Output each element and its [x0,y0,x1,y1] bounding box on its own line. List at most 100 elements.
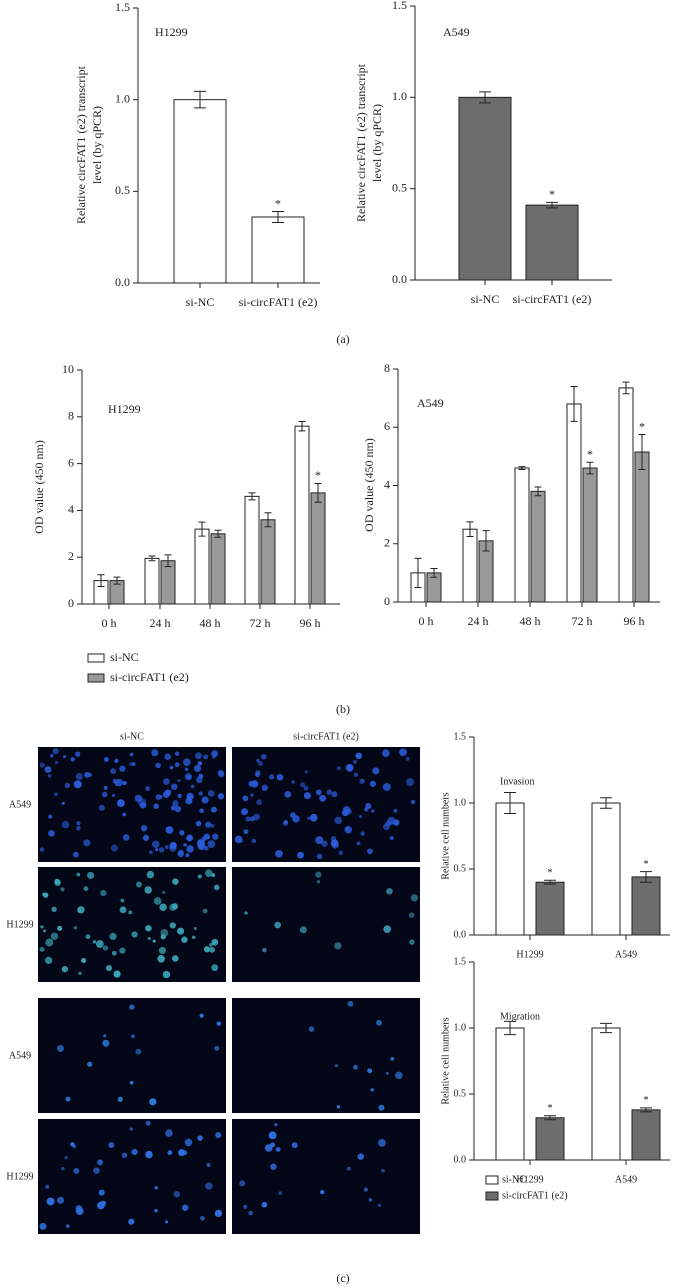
cell [78,971,82,976]
cell [369,780,376,787]
y-axis-label: Relative circFAT1 (e2) transcript [354,63,368,222]
cell [284,790,292,798]
cell [275,849,283,858]
cell [244,911,248,915]
y-tick-label: 8 [68,409,74,423]
cell [119,947,126,954]
cell [382,823,390,831]
error-bar [430,568,438,578]
cell [303,785,309,791]
cell [102,945,109,951]
error-bar [570,385,578,422]
cell [406,778,415,787]
row-label: A549 [9,799,31,810]
cell [199,808,205,814]
y-tick-label: 0.5 [392,180,407,194]
micrograph [232,867,420,982]
cell [346,1166,351,1171]
cell [48,814,53,819]
column-label: si-circFAT1 (e2) [293,731,359,742]
cell [164,845,169,850]
cell [177,778,181,782]
cell [104,757,109,762]
cell [148,850,153,855]
cell [101,791,108,798]
x-tick-label: si-NC [471,292,500,306]
error-bar [264,512,272,528]
cell [114,758,119,763]
cell [83,886,89,892]
cell [195,820,202,827]
cell [197,874,203,879]
cell [144,886,152,894]
cell [129,752,134,757]
cell [77,906,85,914]
y-tick-label: 1.5 [454,731,467,742]
cell [46,1197,55,1206]
cell [245,816,251,822]
error-bar [586,461,594,475]
cell [291,780,295,784]
cell [262,947,267,953]
y-tick-label: 1.0 [454,1022,467,1033]
cell [297,851,304,859]
cell [206,1163,211,1168]
error-bar [466,521,474,537]
column-label: si-NC [120,731,144,742]
cell [66,1224,70,1228]
row-label: H1299 [6,919,33,930]
bar [566,403,582,603]
cell [367,1068,373,1074]
cell [154,1186,158,1190]
cell [382,749,390,757]
cell [98,804,105,811]
cell [173,1191,181,1198]
legend-swatch [87,653,105,663]
cell [299,926,307,934]
significance: * [315,468,321,482]
bar [244,495,260,605]
cell [131,762,136,767]
cell [336,766,341,771]
cell [278,1191,282,1195]
cell [211,964,219,972]
cell [120,898,125,903]
cell [200,1215,205,1221]
cell [76,872,81,877]
micrograph [38,998,226,1113]
significance: * [549,187,555,201]
cell [72,851,79,858]
cell [308,1026,315,1032]
x-tick-label: 96 h [300,616,321,630]
y-tick-label: 2 [68,549,74,563]
cell [61,820,70,829]
cell [169,922,176,929]
y-tick-label: 1.0 [392,89,407,103]
significance: * [639,419,645,433]
cell [145,925,152,932]
error-bar [198,521,206,537]
cell [177,793,182,799]
cell [57,925,63,931]
cell [158,946,166,954]
cell [39,847,45,852]
cell [261,753,267,760]
cell [73,780,82,789]
error-bar [414,557,422,588]
cell [209,946,215,953]
bar [535,1117,565,1161]
y-axis-label: Relative cell numbers [440,1017,451,1104]
legend-label: si-NC [502,1174,526,1185]
y-tick-label: 10 [62,362,74,376]
y-tick-label: 6 [384,419,390,433]
cell [211,750,219,758]
cell [307,816,311,820]
bar [294,425,310,605]
cell [207,840,216,848]
cell [205,821,212,828]
annotation: Migration [500,1011,540,1022]
row-label: A549 [9,1050,31,1061]
x-tick-label: 24 h [468,614,489,628]
cell [370,1088,374,1092]
legend-label: si-circFAT1 (e2) [110,670,189,684]
